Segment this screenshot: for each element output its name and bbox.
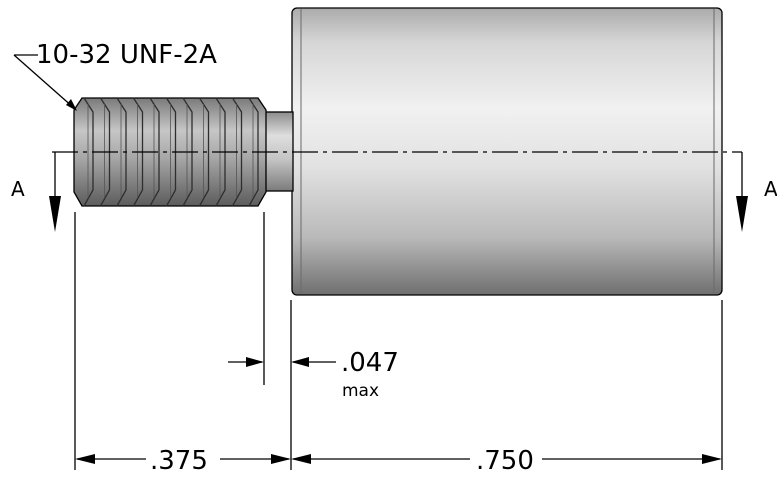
thread-crest <box>215 97 226 207</box>
section-label-left: A <box>11 177 25 201</box>
extension-lines <box>74 212 723 470</box>
thread-crest <box>248 97 259 207</box>
thread-crest <box>165 97 177 207</box>
undercut-dimension <box>228 357 336 367</box>
thread-callout-text: 10-32 UNF-2A <box>36 40 217 70</box>
threaded-section <box>73 97 267 207</box>
thread-crest <box>132 97 144 207</box>
thread-length-value: .375 <box>150 446 208 476</box>
undercut-dimension-value: .047 <box>341 348 399 378</box>
thread-crest <box>83 97 94 207</box>
thread-crest <box>149 97 160 207</box>
thread-crest <box>198 97 210 207</box>
thread-length-dimension <box>75 454 291 464</box>
section-arrow-left <box>49 152 61 232</box>
undercut-dimension-note: max <box>342 381 379 401</box>
section-arrow-right <box>736 152 748 232</box>
body-length-dimension <box>291 454 722 464</box>
body-length-value: .750 <box>476 446 534 476</box>
thread-crest <box>99 97 111 207</box>
thread-crest <box>116 97 127 207</box>
thread-callout-leader <box>13 54 77 111</box>
thread-crest <box>231 97 243 207</box>
thread-crest <box>182 97 193 207</box>
section-label-right: A <box>764 177 777 201</box>
